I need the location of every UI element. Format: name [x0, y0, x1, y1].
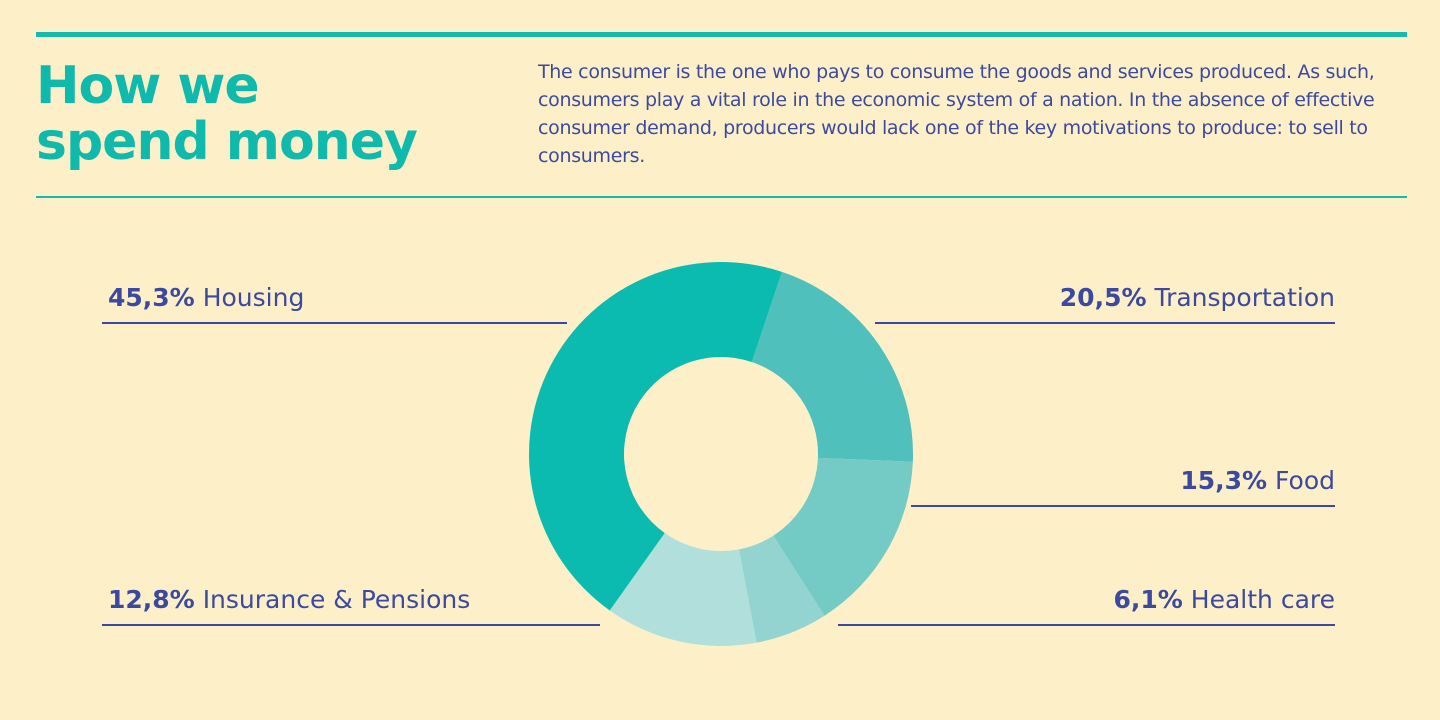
top-rule — [36, 32, 1407, 37]
slice-transportation — [751, 271, 913, 462]
intro-paragraph: The consumer is the one who pays to cons… — [538, 61, 1375, 167]
slice-health-care — [738, 535, 825, 643]
callout-housing-text: 45,3% Housing — [108, 283, 304, 312]
title-line-2: spend money — [36, 112, 418, 172]
donut-slices — [528, 261, 913, 646]
callout-food: 15,3% Food — [911, 445, 1335, 507]
callout-transportation-value: 20,5% — [1059, 283, 1147, 312]
callout-transportation-label: Transportation — [1154, 283, 1335, 312]
page-title: How we spend money — [36, 56, 418, 172]
callout-health-care-label: Health care — [1190, 585, 1335, 614]
callout-transportation-text: 20,5% Transportation — [1060, 283, 1335, 312]
callout-housing: 45,3% Housing — [102, 262, 567, 324]
callout-housing-label: Housing — [202, 283, 305, 312]
callout-health-care-line — [838, 624, 1335, 626]
callout-food-value: 15,3% — [1180, 466, 1268, 495]
callout-transportation-line — [875, 322, 1335, 324]
callout-housing-value: 45,3% — [108, 283, 195, 312]
callout-food-label: Food — [1275, 466, 1335, 495]
callout-insurance-line — [102, 624, 600, 626]
callout-insurance-value: 12,8% — [108, 585, 195, 614]
header-divider — [36, 196, 1407, 198]
callout-health-care-text: 6,1% Health care — [1113, 585, 1335, 614]
callout-health-care: 6,1% Health care — [838, 564, 1335, 626]
slice-insurance-pensions — [609, 533, 757, 646]
callout-insurance-label: Insurance & Pensions — [202, 585, 471, 614]
slice-food — [773, 457, 913, 616]
callout-food-line — [911, 505, 1335, 507]
callout-insurance-text: 12,8% Insurance & Pensions — [108, 585, 470, 614]
slice-housing — [528, 261, 782, 611]
callout-health-care-value: 6,1% — [1113, 585, 1183, 614]
title-line-1: How we — [36, 56, 260, 116]
callout-housing-line — [102, 322, 567, 324]
callout-insurance: 12,8% Insurance & Pensions — [102, 564, 600, 626]
callout-transportation: 20,5% Transportation — [875, 262, 1335, 324]
callout-food-text: 15,3% Food — [1180, 466, 1335, 495]
